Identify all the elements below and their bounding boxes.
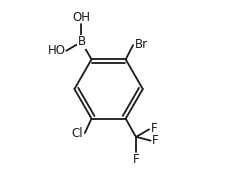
Text: Br: Br	[135, 38, 148, 51]
Text: F: F	[152, 134, 159, 147]
Text: Cl: Cl	[71, 127, 83, 140]
Text: HO: HO	[47, 44, 65, 57]
Text: OH: OH	[72, 11, 90, 23]
Text: B: B	[77, 35, 86, 48]
Text: F: F	[151, 122, 157, 135]
Text: F: F	[133, 153, 140, 166]
